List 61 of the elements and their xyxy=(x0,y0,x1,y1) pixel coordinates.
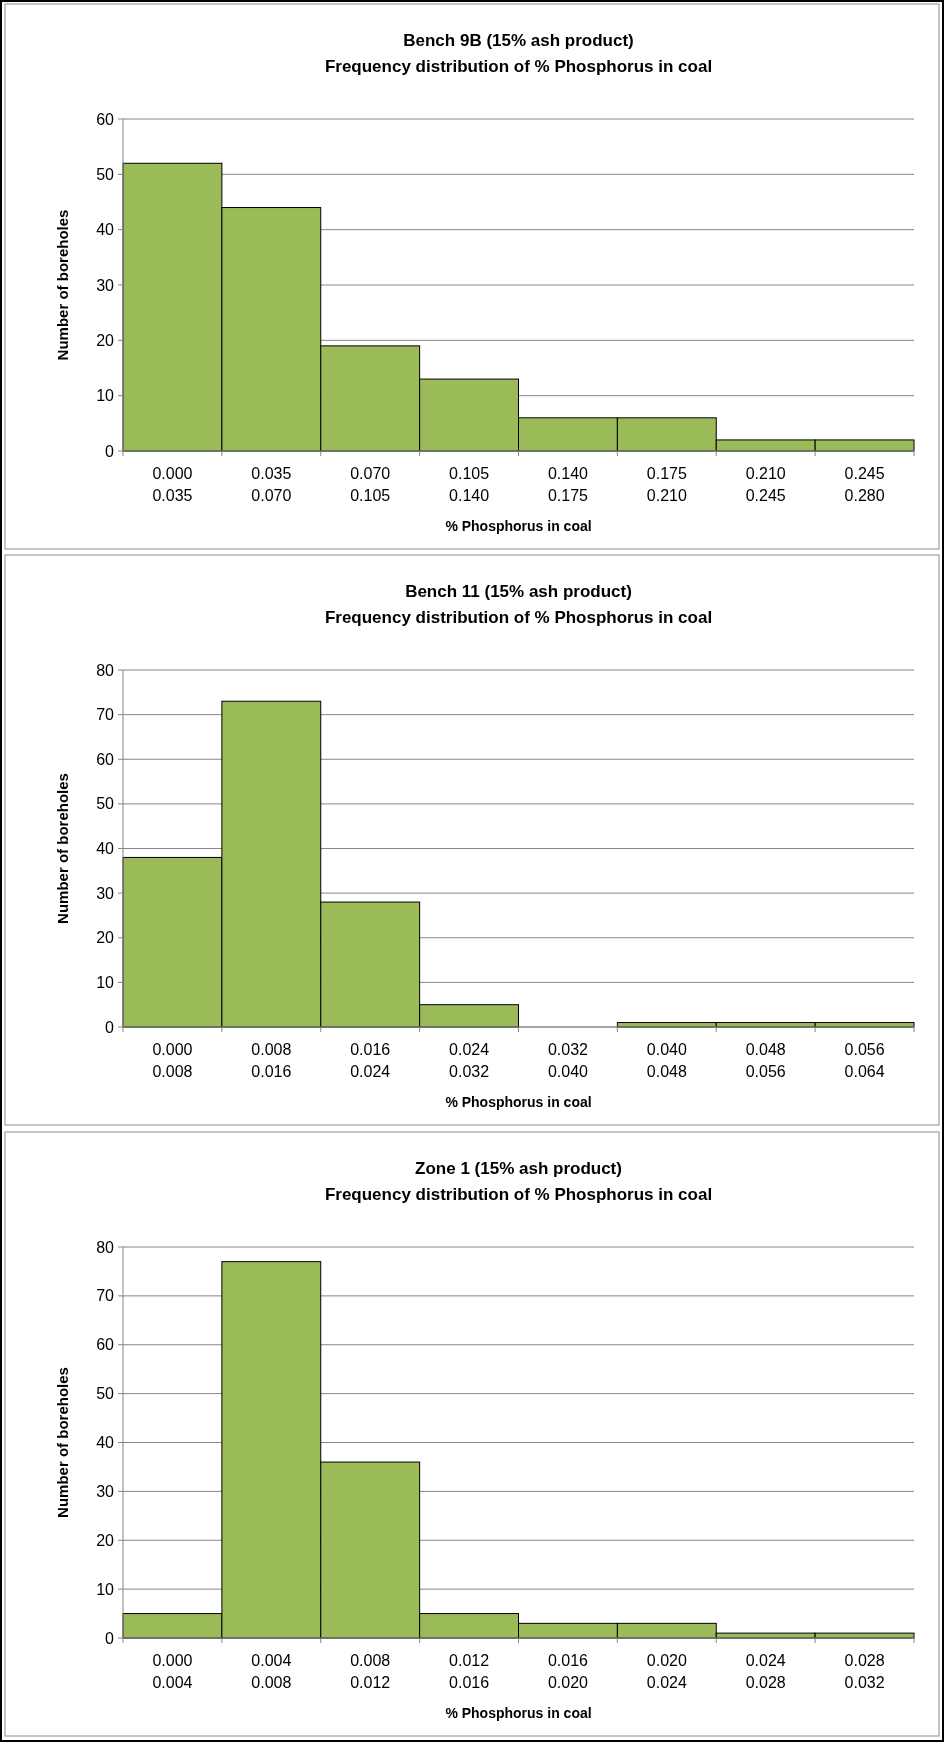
y-tick-label: 40 xyxy=(96,1434,115,1452)
x-tick-label: 0.000 0.035 xyxy=(152,465,193,504)
y-tick-label: 30 xyxy=(96,884,115,902)
x-tick-label: 0.012 0.016 xyxy=(449,1652,490,1691)
x-tick-label: 0.016 0.024 xyxy=(350,1041,391,1080)
x-tick-label: 0.000 0.004 xyxy=(152,1652,193,1691)
chart-title: Zone 1 (15% ash product) xyxy=(415,1159,622,1178)
x-tick-label: 0.048 0.056 xyxy=(745,1041,786,1080)
y-tick-label: 70 xyxy=(96,1287,115,1305)
y-tick-label: 0 xyxy=(105,442,115,460)
y-tick-label: 10 xyxy=(96,973,115,991)
x-tick-label: 0.004 0.008 xyxy=(251,1652,292,1691)
chart-title: Bench 9B (15% ash product) xyxy=(403,31,634,50)
x-tick-label: 0.056 0.064 xyxy=(844,1041,885,1080)
y-tick-label: 40 xyxy=(96,221,115,239)
x-tick-label: 0.175 0.210 xyxy=(646,465,687,504)
y-tick-label: 20 xyxy=(96,1531,115,1549)
y-tick-label: 10 xyxy=(96,1580,115,1598)
x-axis-title: % Phosphorus in coal xyxy=(445,518,592,534)
y-tick-label: 20 xyxy=(96,331,115,349)
x-tick-label: 0.245 0.280 xyxy=(844,465,885,504)
y-tick-label: 60 xyxy=(96,110,115,128)
x-tick-label: 0.105 0.140 xyxy=(449,465,490,504)
y-tick-label: 40 xyxy=(96,840,115,858)
y-tick-label: 20 xyxy=(96,929,115,947)
chart-subtitle: Frequency distribution of % Phosphorus in coal xyxy=(324,608,713,627)
y-tick-label: 50 xyxy=(96,1385,115,1403)
y-tick-label: 80 xyxy=(96,661,115,679)
chart-subtitle: Frequency distribution of % Phosphorus in coal xyxy=(324,1185,713,1204)
y-tick-label: 10 xyxy=(96,387,115,405)
x-tick-label: 0.008 0.012 xyxy=(350,1652,391,1691)
x-tick-label: 0.035 0.070 xyxy=(251,465,292,504)
chart-title: Bench 11 (15% ash product) xyxy=(405,582,632,601)
x-tick-label: 0.008 0.016 xyxy=(251,1041,292,1080)
x-tick-label: 0.024 0.028 xyxy=(745,1652,786,1691)
x-tick-label: 0.028 0.032 xyxy=(844,1652,885,1691)
y-tick-label: 50 xyxy=(96,165,115,183)
y-tick-label: 30 xyxy=(96,1482,115,1500)
x-tick-label: 0.032 0.040 xyxy=(547,1041,589,1080)
y-tick-label: 30 xyxy=(96,276,115,294)
x-axis-title: % Phosphorus in coal xyxy=(445,1094,592,1110)
y-axis-title: Number of boreholes xyxy=(54,209,71,361)
x-tick-label: 0.140 0.175 xyxy=(547,465,589,504)
x-tick-label: 0.024 0.032 xyxy=(449,1041,490,1080)
x-tick-label: 0.210 0.245 xyxy=(745,465,786,504)
y-axis-title: Number of boreholes xyxy=(54,1367,71,1518)
x-tick-label: 0.070 0.105 xyxy=(350,465,391,504)
y-tick-label: 0 xyxy=(105,1629,115,1647)
y-tick-label: 60 xyxy=(96,750,115,768)
y-tick-label: 50 xyxy=(96,795,115,813)
x-tick-label: 0.000 0.008 xyxy=(152,1041,193,1080)
x-tick-label: 0.040 0.048 xyxy=(646,1041,687,1080)
y-tick-label: 70 xyxy=(96,706,115,724)
y-tick-label: 0 xyxy=(105,1018,115,1036)
x-tick-label: 0.020 0.024 xyxy=(646,1652,687,1691)
x-tick-label: 0.016 0.020 xyxy=(547,1652,589,1691)
chart-subtitle: Frequency distribution of % Phosphorus in coal xyxy=(324,57,713,76)
y-axis-title: Number of boreholes xyxy=(54,773,71,924)
y-tick-label: 80 xyxy=(96,1238,115,1256)
y-tick-label: 60 xyxy=(96,1336,115,1354)
x-axis-title: % Phosphorus in coal xyxy=(445,1705,592,1721)
